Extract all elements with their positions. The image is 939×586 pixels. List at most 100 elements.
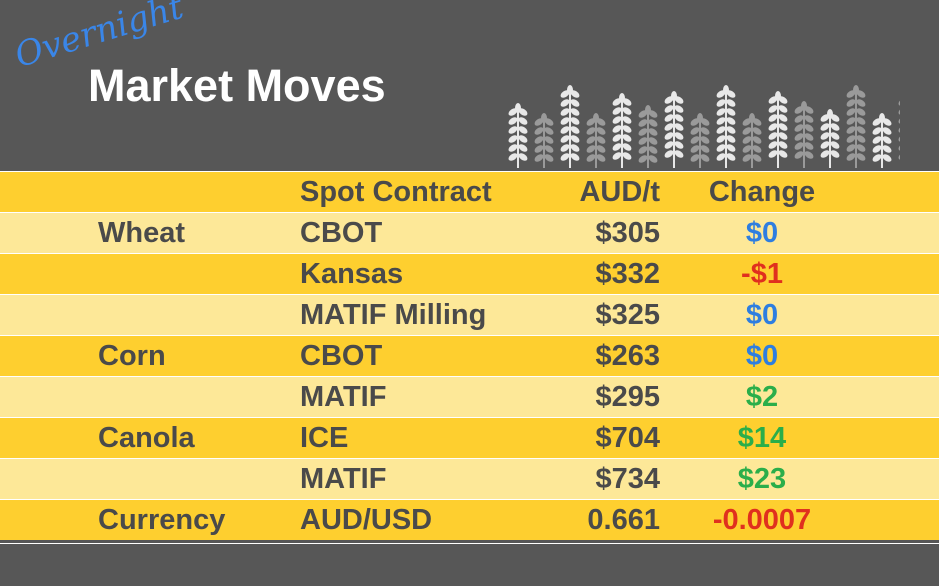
wheat-stalk — [674, 96, 684, 104]
wheat-stalk — [674, 105, 684, 113]
wheat-stalk — [752, 118, 762, 126]
wheat-stalk — [638, 105, 658, 168]
wheat-stalk — [898, 152, 900, 160]
change: -0.0007 — [712, 504, 812, 536]
wheat-stalk — [697, 113, 703, 123]
wheat-stalk — [560, 135, 570, 143]
wheat-stalk — [596, 154, 606, 162]
wheat-stalk — [749, 113, 755, 123]
wheat-stalk — [664, 123, 674, 131]
wheat-stalk — [570, 108, 580, 116]
wheat-stalk — [778, 141, 788, 149]
wheat-stalk — [690, 136, 700, 144]
wheat-stalk — [752, 127, 762, 135]
wheat-stalk — [518, 144, 528, 152]
contract: MATIF — [300, 463, 387, 495]
commodity: Canola — [98, 422, 195, 454]
wheat-stalk — [593, 113, 599, 123]
wheat-stalk — [830, 114, 840, 122]
commodity: Corn — [98, 340, 166, 372]
wheat-stalk — [586, 145, 596, 153]
wheat-stalk — [716, 135, 726, 143]
change: $2 — [745, 381, 779, 413]
wheat-stalk — [534, 154, 544, 162]
change: -$1 — [741, 258, 783, 290]
wheat-stalk — [560, 117, 570, 125]
wheat-stalk — [716, 117, 726, 125]
wheat-stalk — [586, 136, 596, 144]
wheat-stalk — [820, 109, 840, 168]
wheat-stalk — [596, 136, 606, 144]
wheat-stalk — [856, 90, 866, 98]
wheat-stalk — [716, 153, 726, 161]
wheat-stalk — [690, 127, 700, 135]
wheat-stalk — [804, 115, 814, 123]
wheat-stalk — [872, 145, 882, 153]
price: $295 — [595, 381, 660, 413]
wheat-stalk — [544, 136, 554, 144]
wheat-stalk — [820, 132, 830, 140]
wheat-stalk — [648, 137, 658, 145]
wheat-stalk — [674, 114, 684, 122]
wheat-stalk — [648, 146, 658, 154]
wheat-stalk — [508, 126, 518, 134]
wheat-stalk — [723, 85, 729, 95]
wheat-stalk — [586, 127, 596, 135]
wheat-stalk — [882, 136, 892, 144]
wheat-stalk — [742, 145, 752, 153]
table-row: Currency AUD/USD 0.661 -0.0007 — [0, 499, 939, 540]
wheat-stalk — [534, 118, 544, 126]
wheat-stalk — [768, 123, 778, 131]
wheat-stalk — [768, 96, 778, 104]
wheat-stalk — [518, 126, 528, 134]
wheat-stalk — [560, 85, 580, 168]
wheat-stalk — [518, 117, 528, 125]
wheat-stalk — [612, 93, 632, 168]
wheat-stalk — [742, 154, 752, 162]
wheat-stalk — [778, 150, 788, 158]
wheat-stalk — [882, 127, 892, 135]
wheat-stalk — [820, 150, 830, 158]
wheat-stalk — [716, 99, 726, 107]
commodity: Wheat — [98, 217, 185, 249]
wheat-stalk — [742, 113, 762, 168]
wheat-stalk — [794, 124, 804, 132]
wheat-stalk — [638, 128, 648, 136]
wheat-stalk — [560, 153, 570, 161]
wheat-stalk — [726, 108, 736, 116]
contract: ICE — [300, 422, 349, 454]
wheat-stalk — [742, 127, 752, 135]
wheat-stalk — [716, 144, 726, 152]
wheat-stalk — [570, 117, 580, 125]
wheat-stalk — [778, 114, 788, 122]
wheat-stalk — [612, 134, 622, 142]
wheat-stalk — [726, 99, 736, 107]
wheat-stalk — [846, 144, 856, 152]
wheat-stalk — [872, 127, 882, 135]
wheat-stalk — [820, 123, 830, 131]
wheat-stalk — [726, 126, 736, 134]
contract: Kansas — [300, 258, 404, 290]
wheat-stalk — [856, 153, 866, 161]
wheat-stalk — [508, 117, 518, 125]
price: $704 — [595, 422, 660, 454]
wheat-stalk — [846, 126, 856, 134]
wheat-stalk — [804, 106, 814, 114]
wheat-stalk — [856, 144, 866, 152]
wheat-stalk — [596, 118, 606, 126]
wheat-stalk — [872, 136, 882, 144]
wheat-stalk — [872, 113, 892, 168]
wheat-stalk — [570, 153, 580, 161]
wheat-stalk — [794, 115, 804, 123]
wheat-stalk — [622, 107, 632, 115]
wheat-stalk — [768, 150, 778, 158]
wheat-stalk — [690, 154, 700, 162]
wheat-stalk — [508, 144, 518, 152]
wheat-stalk — [586, 118, 596, 126]
wheat-stalk — [560, 144, 570, 152]
wheat-stalk — [612, 116, 622, 124]
wheat-stalk — [638, 155, 648, 163]
wheat-stalk — [768, 141, 778, 149]
price: $332 — [595, 258, 660, 290]
price: $325 — [595, 299, 660, 331]
